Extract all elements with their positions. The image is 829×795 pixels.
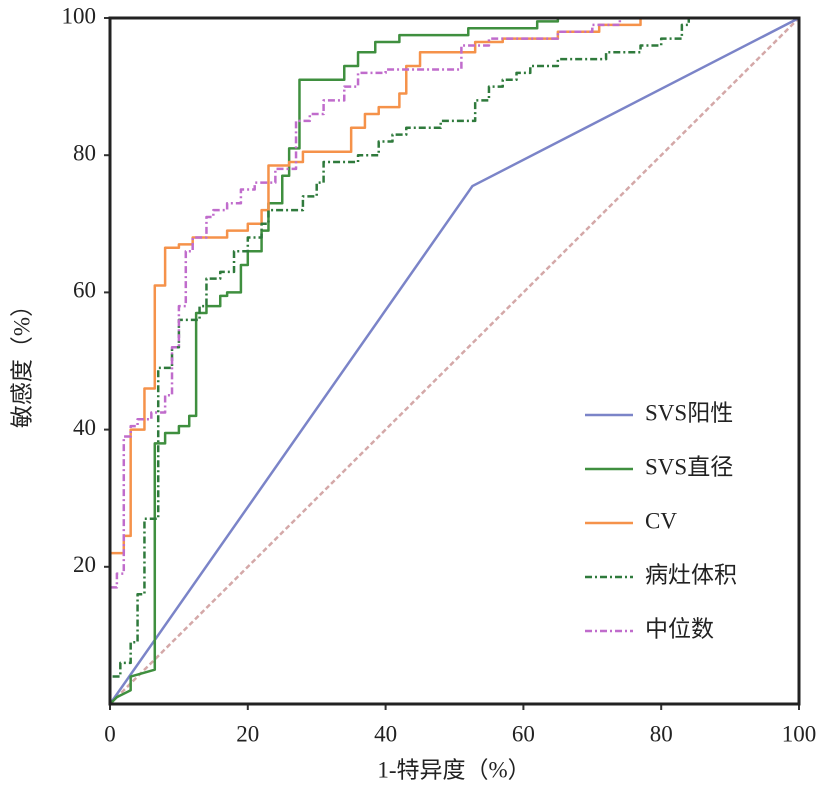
legend-label: 病灶体积 — [645, 562, 737, 587]
x-axis-title: 1-特异度（%） — [377, 757, 530, 782]
roc-curve — [110, 16, 799, 589]
y-tick-label: 100 — [62, 3, 97, 28]
reference-line — [109, 17, 800, 705]
legend-label: CV — [645, 508, 677, 533]
x-tick-label: 0 — [104, 721, 116, 746]
roc-curve — [109, 16, 799, 705]
legend-label: SVS阳性 — [645, 400, 733, 425]
y-tick-label: 20 — [73, 552, 96, 577]
legend-label: 中位数 — [645, 616, 714, 641]
roc-curve — [108, 16, 800, 705]
x-tick-label: 60 — [512, 721, 535, 746]
y-axis-title: 敏感度（%） — [9, 294, 34, 428]
y-tick-label: 60 — [73, 278, 96, 303]
y-tick-label: 80 — [73, 140, 96, 165]
plot-frame — [108, 16, 801, 706]
roc-curve — [108, 16, 799, 704]
legend-label: SVS直径 — [645, 454, 733, 479]
x-tick-label: 100 — [782, 721, 817, 746]
x-tick-label: 20 — [236, 721, 259, 746]
x-tick-label: 80 — [650, 721, 673, 746]
x-tick-label: 40 — [374, 721, 397, 746]
y-tick-label: 40 — [73, 415, 96, 440]
